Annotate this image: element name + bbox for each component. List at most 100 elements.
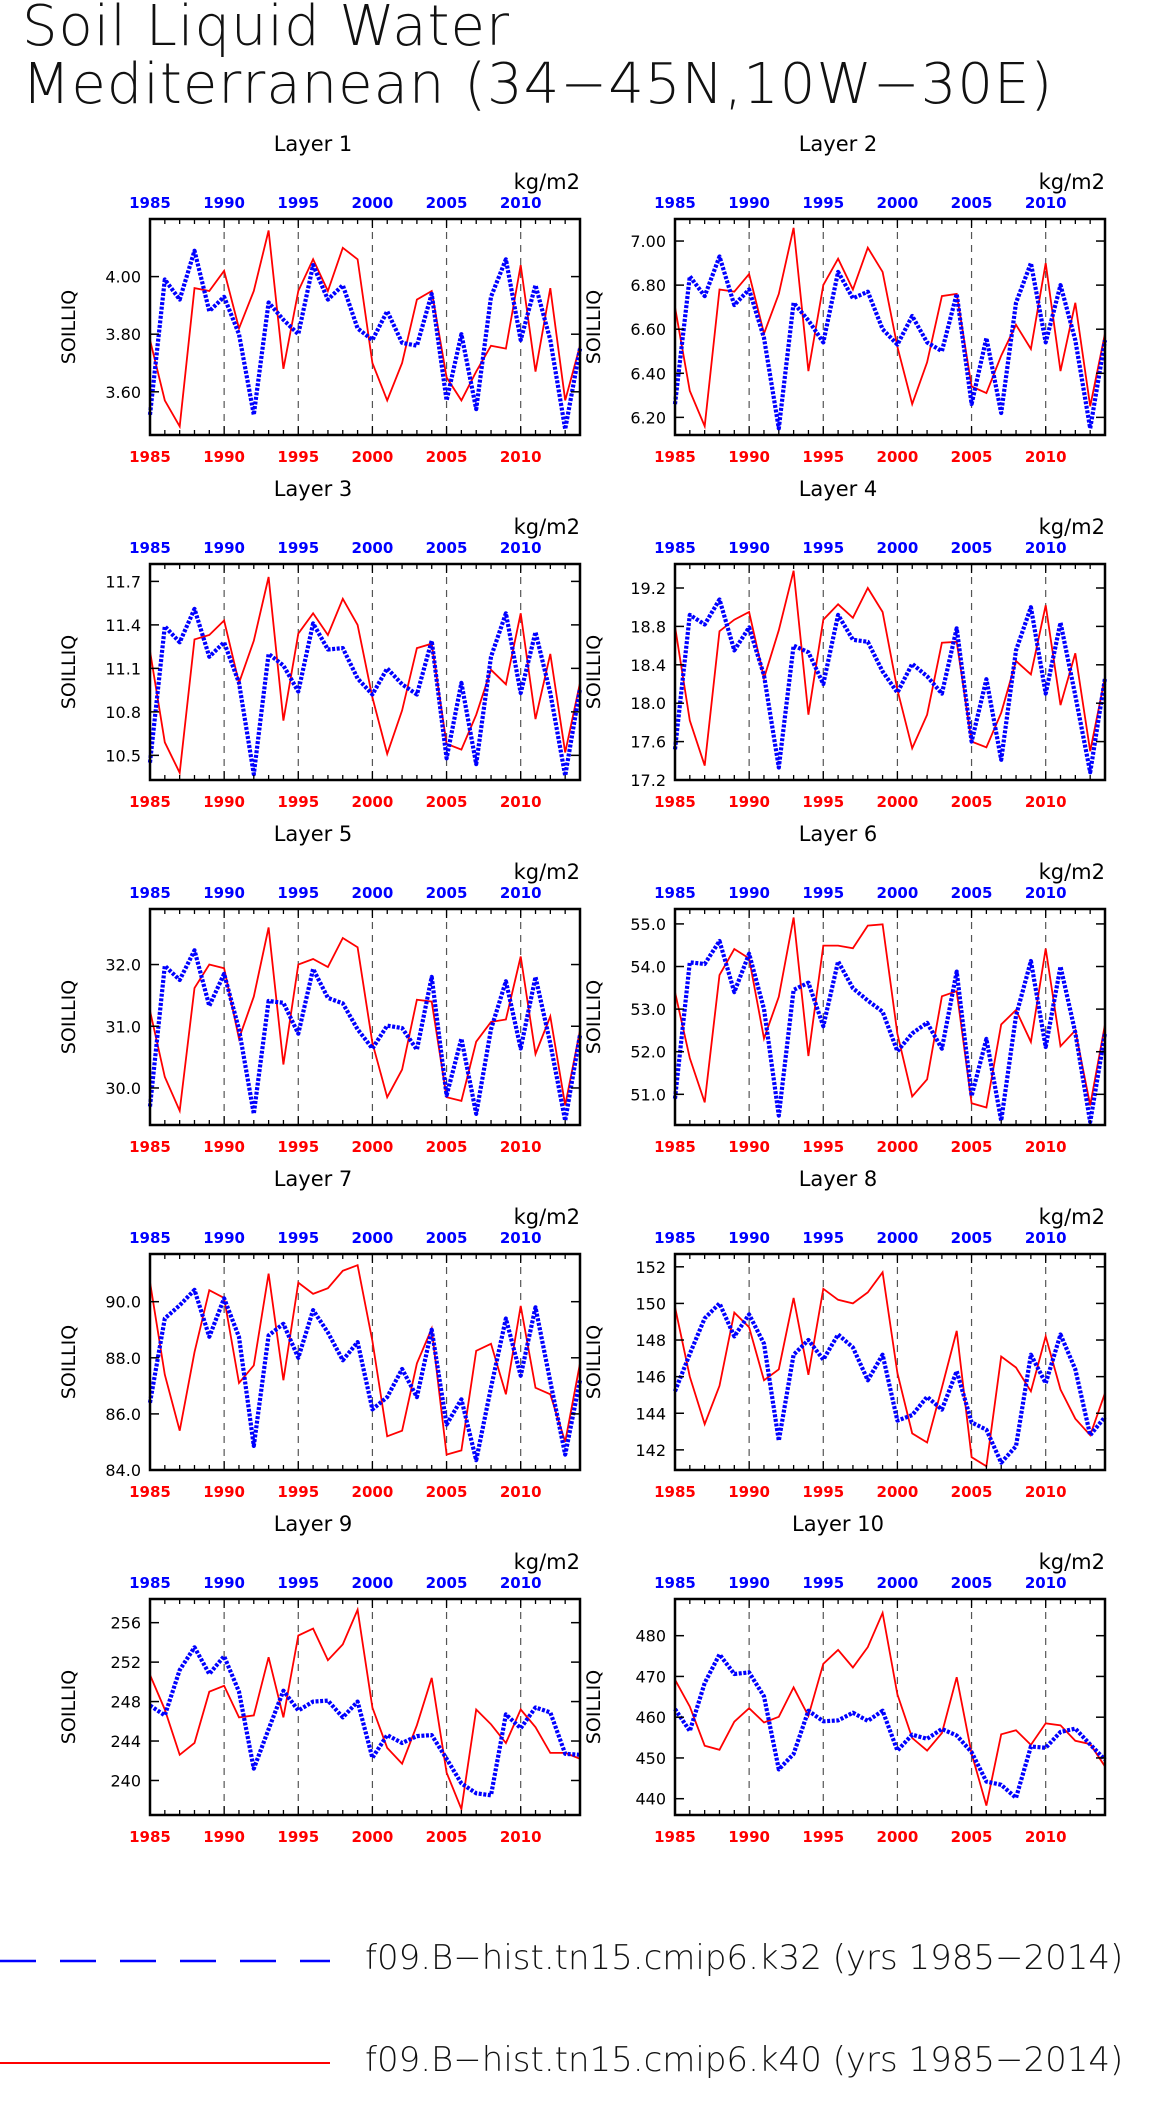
- plot-frame: [148, 562, 582, 782]
- x-tick-label-top: 1995: [277, 884, 319, 902]
- y-tick-label: 6.20: [630, 408, 666, 427]
- x-tick-label-bottom: 2005: [426, 1483, 468, 1501]
- y-tick-label: 3.60: [105, 383, 141, 402]
- x-tick-label-bottom: 1990: [203, 793, 245, 811]
- series-line-k40: [149, 1606, 581, 1813]
- x-tick-label-bottom: 2005: [426, 1138, 468, 1156]
- y-axis-label: SOILLIQ: [58, 1670, 80, 1744]
- x-tick-label-top: 1985: [129, 1574, 171, 1592]
- x-tick-label-bottom: 1985: [654, 793, 696, 811]
- y-tick-label: 148: [635, 1331, 666, 1350]
- y-tick-label: 18.4: [630, 656, 666, 675]
- x-tick-label-top: 1985: [654, 884, 696, 902]
- y-tick-label: 470: [635, 1667, 666, 1686]
- y-tick-label: 17.6: [630, 733, 666, 752]
- x-tick-label-bottom: 1995: [802, 1828, 844, 1846]
- x-tick-label-bottom: 1995: [802, 1138, 844, 1156]
- x-tick-label-bottom: 1990: [728, 793, 770, 811]
- y-tick-label: 240: [110, 1771, 141, 1790]
- y-tick-label: 11.1: [105, 659, 141, 678]
- x-tick-label-bottom: 1990: [203, 1828, 245, 1846]
- x-tick-label-top: 2005: [951, 194, 993, 212]
- y-axis-label: SOILLIQ: [58, 980, 80, 1054]
- series-line-k32: [672, 938, 1108, 1125]
- series-line-k40: [674, 227, 1106, 430]
- x-tick-label-top: 1990: [203, 194, 245, 212]
- x-tick-label-top: 1985: [654, 539, 696, 557]
- y-tick-label: 256: [110, 1614, 141, 1633]
- x-tick-label-bottom: 1990: [728, 1483, 770, 1501]
- y-tick-label: 52.0: [630, 1043, 666, 1062]
- series-line-k32: [673, 1652, 1107, 1801]
- y-axis-label: SOILLIQ: [58, 635, 80, 709]
- panel-title: Layer 4: [799, 477, 878, 501]
- panel-title: Layer 3: [274, 477, 353, 501]
- x-tick-label-top: 1985: [129, 194, 171, 212]
- y-axis-label: SOILLIQ: [58, 290, 80, 364]
- x-tick-label-top: 2010: [1025, 194, 1067, 212]
- units-label: kg/m2: [514, 1205, 580, 1229]
- x-tick-label-top: 1995: [277, 539, 319, 557]
- series-line-k40: [149, 230, 581, 430]
- y-tick-label: 150: [635, 1294, 666, 1313]
- x-tick-label-top: 1990: [203, 1574, 245, 1592]
- y-tick-label: 4.00: [105, 268, 141, 287]
- x-tick-label-top: 2000: [877, 1229, 919, 1247]
- x-tick-label-bottom: 1995: [277, 793, 319, 811]
- panel-title: Layer 9: [274, 1512, 353, 1536]
- legend-label-k32: f09.B−hist.tn15.cmip6.k32 (yrs 1985−2014…: [365, 1938, 1124, 1978]
- x-tick-label-top: 1990: [728, 1574, 770, 1592]
- x-tick-label-bottom: 2000: [877, 1483, 919, 1501]
- y-tick-label: 3.80: [105, 325, 141, 344]
- plot-frame: [148, 1597, 582, 1817]
- x-tick-label-bottom: 1995: [802, 793, 844, 811]
- y-tick-label: 88.0: [105, 1349, 141, 1368]
- chart-title-line2: Mediterranean (34−45N,10W−30E): [22, 52, 1054, 117]
- x-tick-label-bottom: 2000: [877, 1828, 919, 1846]
- x-tick-label-top: 1985: [654, 194, 696, 212]
- x-tick-label-bottom: 1985: [654, 1483, 696, 1501]
- y-tick-label: 30.0: [105, 1079, 141, 1098]
- x-tick-label-bottom: 2010: [500, 1483, 542, 1501]
- x-tick-label-top: 2010: [500, 1574, 542, 1592]
- y-tick-label: 144: [635, 1404, 666, 1423]
- y-tick-label: 54.0: [630, 958, 666, 977]
- y-tick-label: 460: [635, 1708, 666, 1727]
- chart-title-line1: Soil Liquid Water: [22, 0, 510, 59]
- y-tick-label: 146: [635, 1368, 666, 1387]
- x-tick-label-bottom: 2000: [352, 1828, 394, 1846]
- legend: [0, 1959, 330, 2064]
- panel-layer-8: Layer 8 kg/m2 SOILLIQ 142 144 146 148 150 152 198…: [583, 1167, 1107, 1501]
- x-tick-label-top: 2010: [500, 1229, 542, 1247]
- x-tick-label-bottom: 1995: [277, 448, 319, 466]
- series-line-k40: [674, 1270, 1106, 1468]
- y-axis-label: SOILLIQ: [58, 1325, 80, 1399]
- series-line-k32: [672, 597, 1108, 775]
- x-tick-label-top: 1990: [728, 194, 770, 212]
- series-line-k40: [674, 1609, 1106, 1806]
- x-tick-label-top: 1985: [129, 539, 171, 557]
- x-tick-label-bottom: 1985: [129, 793, 171, 811]
- y-tick-label: 19.2: [630, 579, 666, 598]
- legend-label-k40: f09.B−hist.tn15.cmip6.k40 (yrs 1985−2014…: [365, 2040, 1124, 2080]
- x-tick-label-bottom: 2010: [1025, 1138, 1067, 1156]
- x-tick-label-top: 1995: [802, 194, 844, 212]
- x-tick-label-top: 2010: [500, 194, 542, 212]
- x-tick-label-bottom: 1990: [203, 1483, 245, 1501]
- units-label: kg/m2: [1039, 1550, 1105, 1574]
- panel-title: Layer 2: [799, 132, 878, 156]
- x-tick-label-top: 1995: [802, 1574, 844, 1592]
- x-tick-label-bottom: 2000: [352, 793, 394, 811]
- x-tick-label-top: 1990: [203, 539, 245, 557]
- panel-title: Layer 6: [799, 822, 878, 846]
- x-tick-label-bottom: 1985: [654, 1828, 696, 1846]
- x-tick-label-bottom: 1985: [654, 448, 696, 466]
- plot-frame: [673, 1597, 1107, 1817]
- x-tick-label-top: 2010: [1025, 1229, 1067, 1247]
- x-tick-label-bottom: 2005: [951, 1828, 993, 1846]
- y-tick-label: 252: [110, 1653, 141, 1672]
- panel-title: Layer 10: [792, 1512, 884, 1536]
- x-tick-label-top: 1990: [203, 1229, 245, 1247]
- x-tick-label-bottom: 1995: [277, 1138, 319, 1156]
- x-tick-label-bottom: 1990: [203, 1138, 245, 1156]
